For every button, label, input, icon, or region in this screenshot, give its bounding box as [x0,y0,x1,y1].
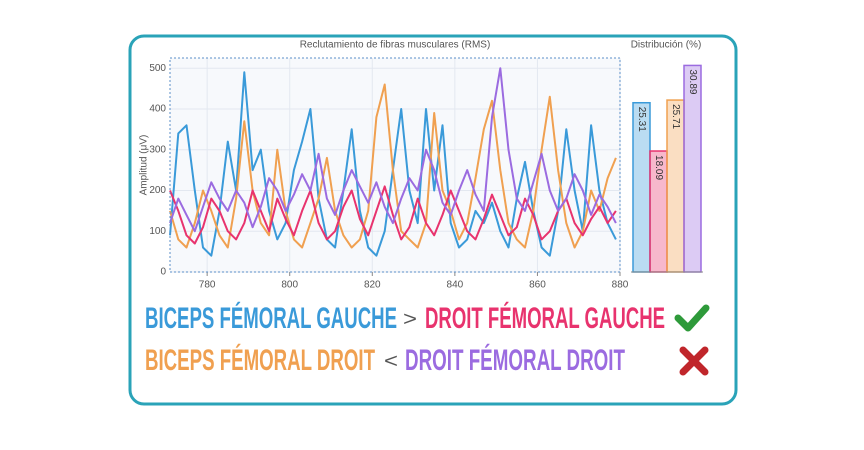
comparison-right: DROIT FÉMORAL GAUCHE [425,301,665,335]
x-tick-label: 780 [199,280,216,291]
comparison-operator: < [384,350,398,372]
check-icon [674,304,710,332]
bar-value-label: 30.89 [687,69,698,94]
y-tick-label: 0 [160,267,166,278]
y-tick-label: 500 [149,63,166,74]
x-tick-label: 840 [447,280,464,291]
y-tick-label: 200 [149,185,166,196]
comparison-right: DROIT FÉMORAL DROIT [405,343,625,377]
chart-title: Distribución (%) [631,40,702,51]
y-tick-label: 300 [149,144,166,155]
series-line [169,185,617,245]
plot-border [169,57,621,273]
x-tick-label: 860 [529,280,546,291]
y-tick-label: 100 [149,226,166,237]
comparison-left: BICEPS FÉMORAL DROIT [145,343,375,377]
bar-value-label: 25.31 [636,107,647,132]
cross-icon [679,346,709,376]
x-tick-label: 800 [281,280,298,291]
x-tick-label: 820 [364,280,381,291]
comparison-left: BICEPS FÉMORAL GAUCHE [145,301,397,335]
series-line [169,83,617,249]
chart-title: Reclutamiento de fibras musculares (RMS) [300,40,491,51]
y-tick-label: 400 [149,104,166,115]
series-line [169,67,617,233]
bar-value-label: 18.09 [653,155,664,180]
bar-value-label: 25.71 [670,104,681,129]
y-axis-label: Amplitud (μV) [139,135,150,196]
x-tick-label: 880 [612,280,629,291]
comparison-operator: > [403,308,417,330]
bar [683,64,702,273]
